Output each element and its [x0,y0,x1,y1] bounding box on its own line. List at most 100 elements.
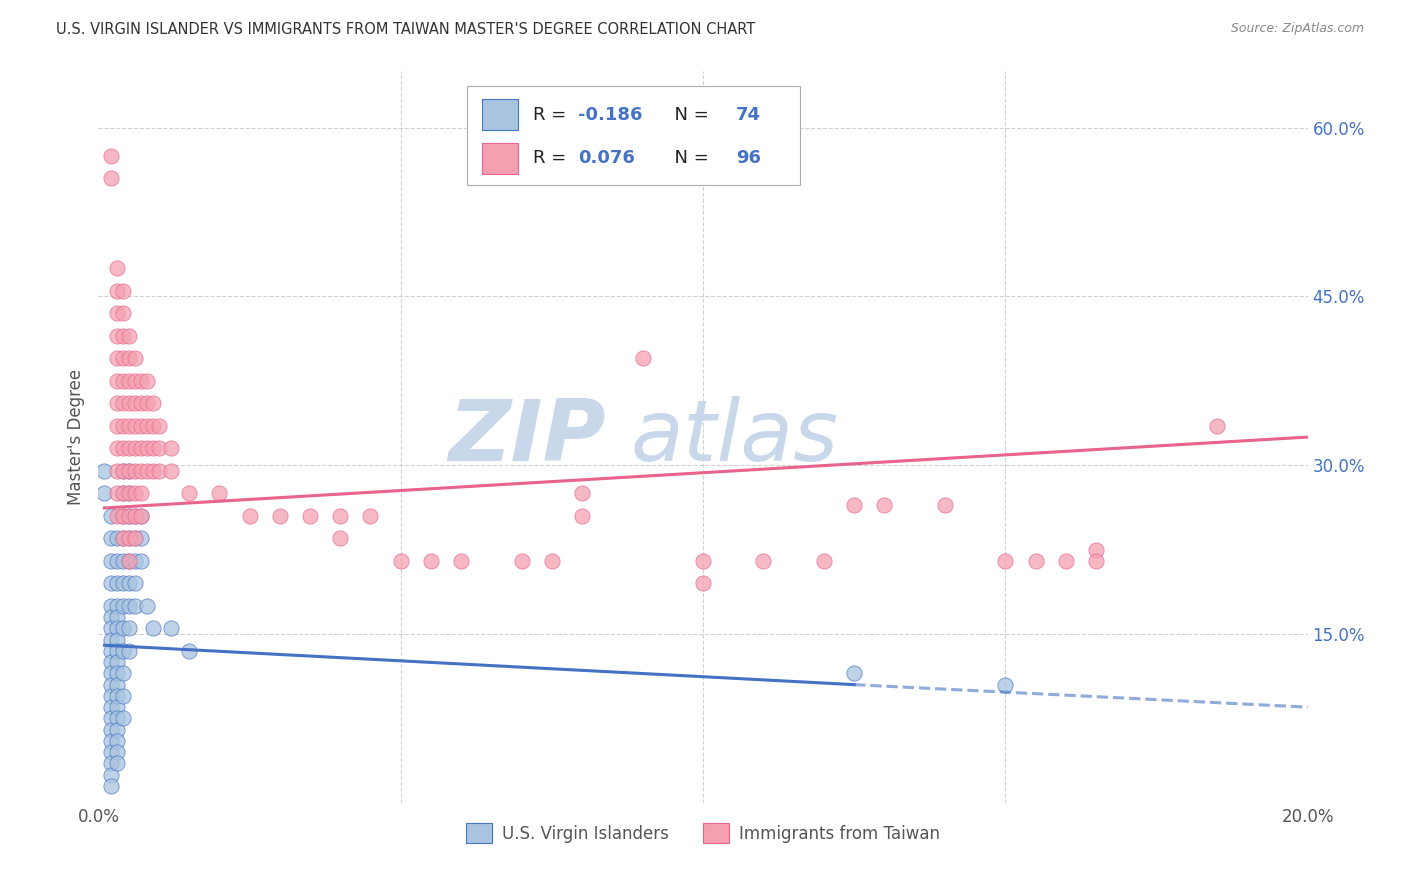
Point [124,576,146,591]
Point [111,689,134,703]
Point [124,442,146,456]
Point [124,532,146,546]
Point [105,508,128,523]
Point [111,284,134,298]
Point [111,351,134,366]
Point [124,374,146,388]
Point [129,532,152,546]
Legend: U.S. Virgin Islanders, Immigrants from Taiwan: U.S. Virgin Islanders, Immigrants from T… [460,817,946,849]
Point [208,486,231,500]
Point [105,532,128,546]
Point [1206,418,1229,433]
Point [540,554,562,568]
Point [105,700,128,714]
Point [160,442,183,456]
Point [118,374,141,388]
Point [129,508,152,523]
Point [269,508,291,523]
Point [124,532,146,546]
Point [100,632,122,647]
Point [118,599,141,613]
Point [105,745,128,759]
Point [105,644,128,658]
Point [118,418,141,433]
Point [124,508,146,523]
Point [129,486,152,500]
Point [118,576,141,591]
Point [118,508,141,523]
Text: N =: N = [664,149,714,168]
Point [118,486,141,500]
Point [111,486,134,500]
Point [111,464,134,478]
Point [450,554,472,568]
Point [100,554,122,568]
Text: -0.186: -0.186 [578,105,643,123]
Point [105,351,128,366]
Point [100,599,122,613]
Point [135,464,157,478]
Point [111,464,134,478]
Point [148,418,170,433]
Point [111,666,134,681]
Point [118,532,141,546]
Point [124,464,146,478]
Text: 74: 74 [735,105,761,123]
Point [111,599,134,613]
Bar [482,143,517,174]
Point [129,442,152,456]
Point [111,532,134,546]
Point [124,486,146,500]
Point [111,306,134,320]
Point [105,418,128,433]
Point [118,442,141,456]
Text: U.S. VIRGIN ISLANDER VS IMMIGRANTS FROM TAIWAN MASTER'S DEGREE CORRELATION CHART: U.S. VIRGIN ISLANDER VS IMMIGRANTS FROM … [56,22,755,37]
Point [118,554,141,568]
Point [100,779,122,793]
Point [124,351,146,366]
Point [111,486,134,500]
Point [160,621,183,635]
Point [105,678,128,692]
Point [105,464,128,478]
Point [105,711,128,725]
Point [105,756,128,771]
Point [129,464,152,478]
Point [111,328,134,343]
Text: R =: R = [533,105,571,123]
Point [360,508,382,523]
Point [934,498,956,512]
Point [118,464,141,478]
Point [111,576,134,591]
Point [692,554,714,568]
Point [124,554,146,568]
Point [118,328,141,343]
Point [111,554,134,568]
Point [105,396,128,410]
Point [118,621,141,635]
Point [135,599,157,613]
Point [142,442,165,456]
Text: 0.076: 0.076 [578,149,636,168]
Point [105,621,128,635]
Point [105,261,128,276]
Point [510,554,533,568]
Point [93,464,115,478]
Point [100,745,122,759]
Point [105,610,128,624]
Point [329,532,352,546]
Point [129,508,152,523]
Point [100,621,122,635]
Point [160,464,183,478]
Text: ZIP: ZIP [449,395,606,479]
Point [105,723,128,737]
Point [1024,554,1046,568]
Point [135,442,157,456]
Point [752,554,775,568]
Point [118,351,141,366]
Point [118,508,141,523]
Point [100,734,122,748]
Point [100,678,122,692]
Point [111,711,134,725]
Point [100,149,122,163]
